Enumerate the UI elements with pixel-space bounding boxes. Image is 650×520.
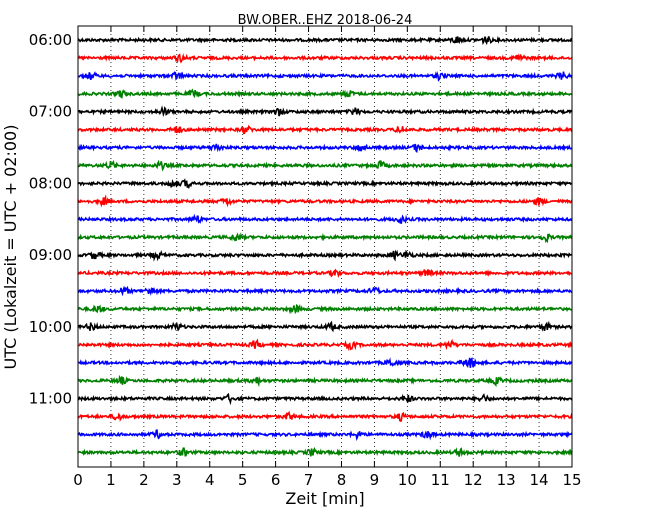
x-tick-label: 7 [304, 471, 314, 489]
y-tick-label: 06:00 [29, 31, 72, 49]
trace-0645 [77, 88, 573, 99]
chart-title: BW.OBER..EHZ 2018-06-24 [238, 13, 413, 28]
trace-1115 [77, 410, 573, 422]
trace-1100 [77, 392, 573, 406]
x-tick-label: 2 [139, 471, 149, 489]
trace-0800 [77, 178, 573, 190]
trace-1015 [77, 338, 573, 352]
trace-0945 [77, 303, 573, 315]
trace-0600 [77, 35, 573, 46]
x-tick-label: 1 [106, 471, 116, 489]
trace-0700 [77, 105, 573, 117]
trace-1030 [77, 356, 573, 368]
x-tick-label: 11 [431, 471, 450, 489]
x-tick-label: 8 [337, 471, 347, 489]
trace-0615 [78, 52, 573, 64]
x-tick-label: 15 [562, 471, 581, 489]
trace-0715 [77, 124, 573, 135]
x-tick-label: 14 [530, 471, 549, 489]
y-tick-label: 07:00 [29, 103, 72, 121]
y-tick-label: 08:00 [29, 174, 72, 192]
trace-1130 [77, 429, 573, 442]
trace-0815 [77, 194, 573, 208]
trace-1045 [77, 374, 573, 388]
y-axis: 06:00 07:00 08:00 09:00 10:00 11:00 [29, 31, 572, 408]
x-tick-label: 5 [238, 471, 248, 489]
x-tick-label: 0 [73, 471, 83, 489]
trace-0830 [77, 213, 573, 224]
x-axis: 0 1 2 3 4 5 6 7 8 9 10 11 12 13 14 15 [73, 26, 582, 489]
trace-0930 [77, 285, 573, 297]
x-tick-label: 4 [205, 471, 215, 489]
y-tick-label: 09:00 [29, 246, 72, 264]
trace-0915 [77, 268, 573, 279]
trace-1000 [77, 320, 573, 333]
x-tick-label: 12 [464, 471, 483, 489]
x-tick-label: 9 [370, 471, 380, 489]
y-tick-label: 11:00 [29, 390, 72, 408]
plot-frame [77, 25, 573, 468]
x-tick-label: 13 [497, 471, 516, 489]
y-axis-label: UTC (Lokalzeit = UTC + 02:00) [1, 125, 20, 370]
trace-0900 [77, 249, 573, 262]
trace-0630 [77, 70, 573, 82]
x-tick-label: 6 [271, 471, 281, 489]
x-tick-label: 10 [398, 471, 417, 489]
x-grid [110, 26, 540, 467]
traces [77, 35, 573, 458]
y-tick-label: 10:00 [29, 318, 72, 336]
trace-0845 [77, 232, 573, 244]
x-tick-label: 3 [172, 471, 182, 489]
trace-1145 [77, 446, 573, 458]
trace-0745 [77, 159, 573, 172]
x-axis-label: Zeit [min] [285, 489, 364, 508]
trace-0730 [77, 143, 573, 154]
